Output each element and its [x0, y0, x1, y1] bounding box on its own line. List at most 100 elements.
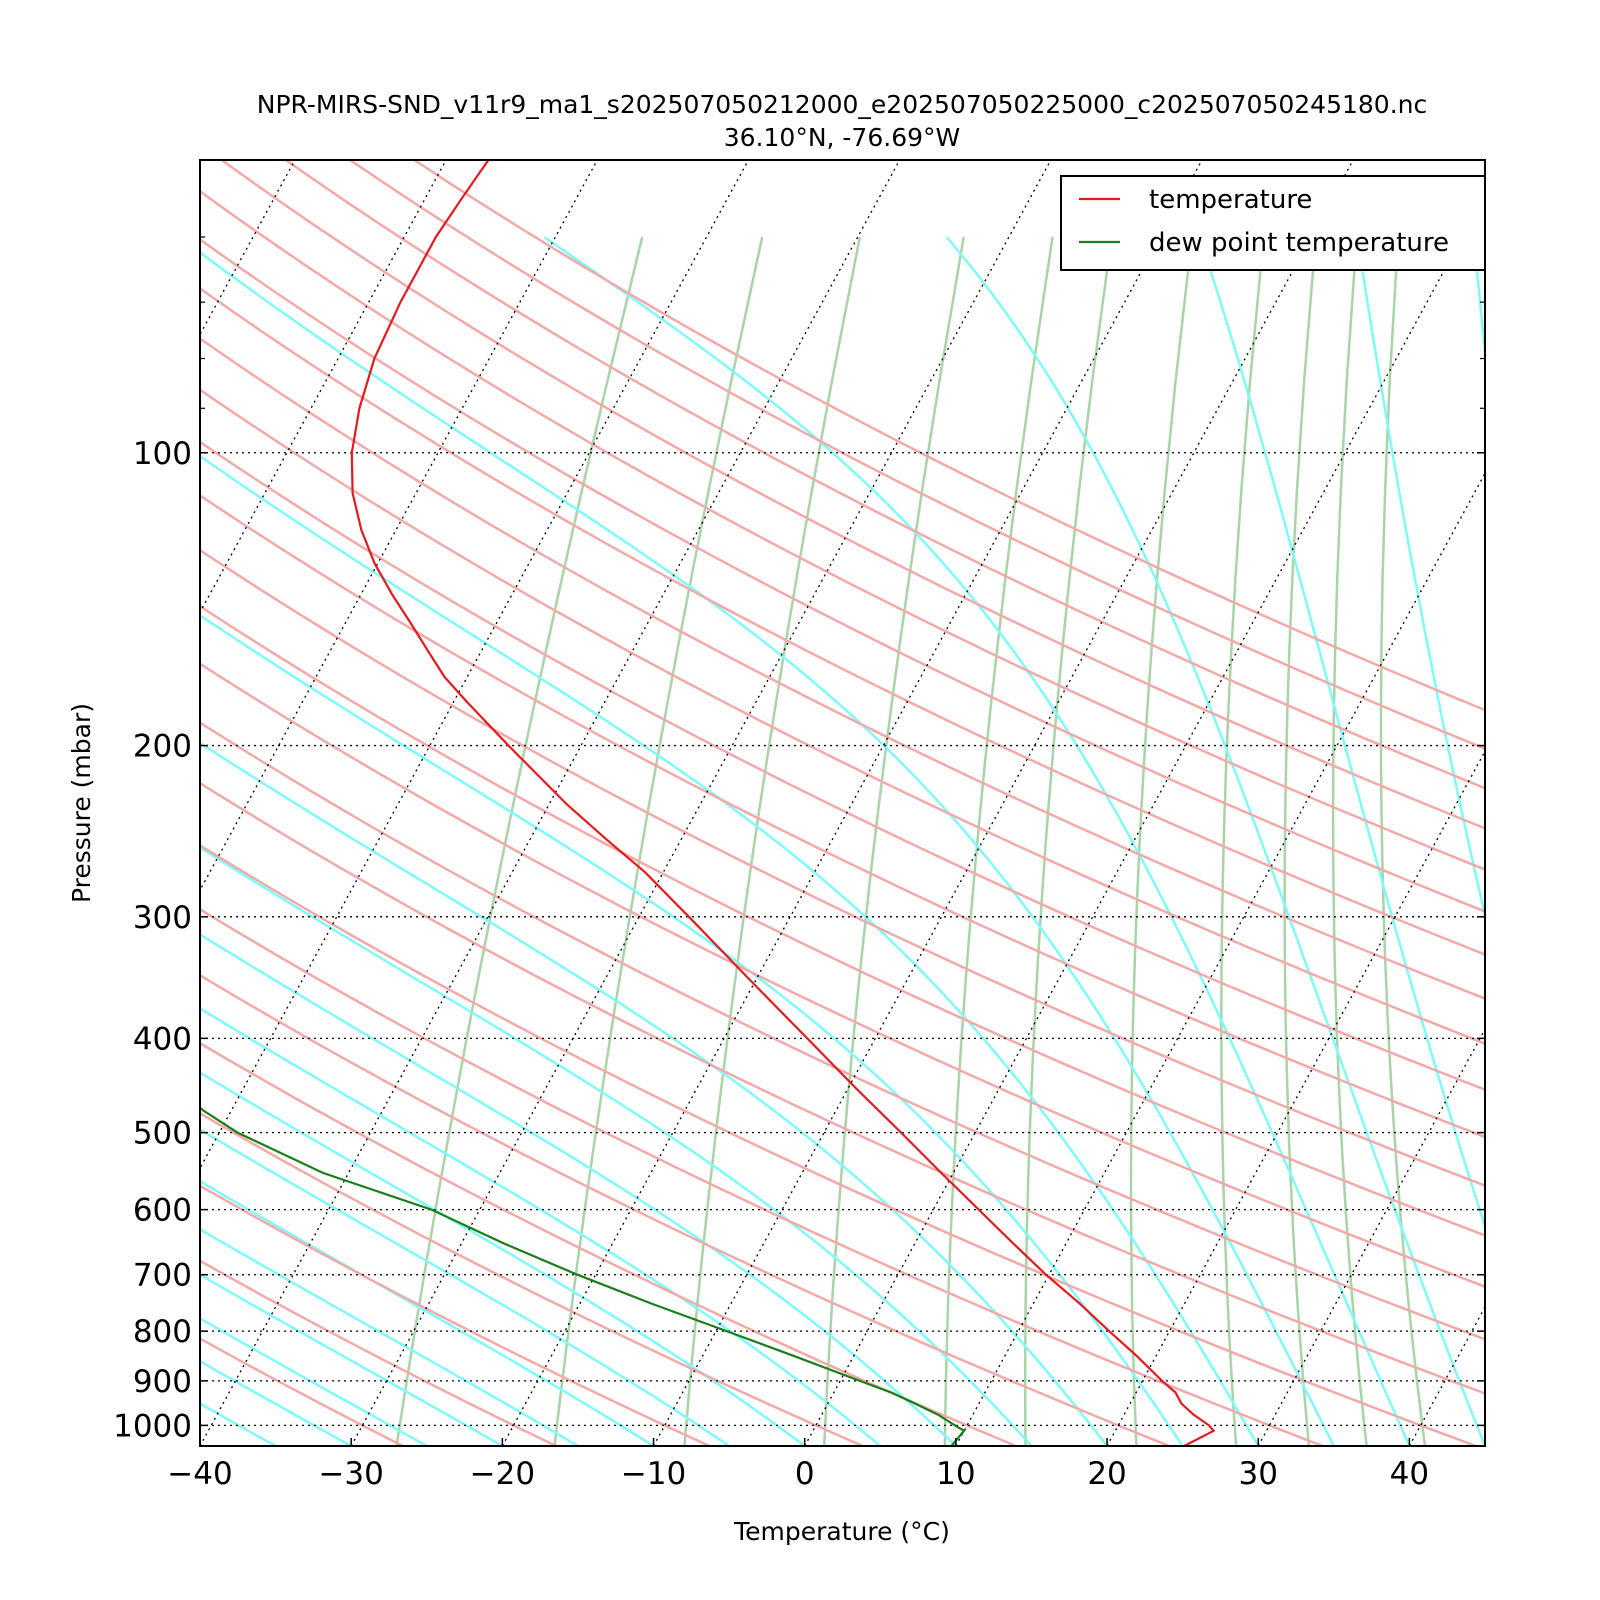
moist-adiabat-18: [1198, 236, 1485, 1231]
x-tick-label-20: 20: [1087, 1456, 1126, 1492]
mixing-ratio-line-9: [1331, 236, 1368, 1446]
moist-adiabat-8: [200, 1071, 806, 1446]
moist-adiabat-20: [1472, 236, 1485, 363]
y-tick-label-900: 900: [133, 1364, 192, 1400]
y-tick-label-600: 600: [133, 1193, 192, 1229]
mixing-ratio-line-1: [553, 236, 764, 1446]
dry-adiabat-160: [200, 189, 1485, 871]
moist-adiabat-5: [200, 1227, 579, 1446]
isotherm-gridline--70: [200, 160, 447, 614]
legend-temperature-label: temperature: [1149, 185, 1312, 215]
mixing-ratio-line-3: [822, 236, 965, 1446]
dry-adiabat-70: [200, 662, 1485, 1288]
moist-adiabat-9: [200, 1006, 882, 1446]
y-tick-label-300: 300: [133, 900, 192, 936]
moist-adiabat-15: [200, 250, 1335, 1446]
x-tick-label--30: −30: [318, 1456, 383, 1492]
mixing-ratio-line-5: [1023, 236, 1113, 1446]
y-tick-label-200: 200: [133, 729, 192, 765]
moist-adiabat-1: [200, 1402, 277, 1446]
chart-title: NPR-MIRS-SND_v11r9_ma1_s202507050212000_…: [257, 90, 1428, 119]
dry-adiabats: [200, 160, 1485, 1446]
dry-adiabat-190: [349, 160, 1485, 751]
moist-adiabat-3: [200, 1317, 428, 1446]
moist-adiabat-7: [200, 1128, 730, 1446]
dry-adiabat-140: [200, 286, 1485, 956]
reference-lines: [200, 160, 1600, 1446]
x-axis: −40 −30 −20 −10 0 10 20 30 40: [167, 1438, 1429, 1492]
isotherm-gridline-30: [1257, 1027, 1485, 1446]
legend-dewpoint-label: dew point temperature: [1149, 228, 1449, 258]
moist-adiabat-4: [200, 1273, 504, 1446]
isotherm-gridline--30: [350, 160, 1052, 1446]
x-tick-label-30: 30: [1239, 1456, 1278, 1492]
y-tick-label-1000: 1000: [113, 1408, 192, 1444]
dry-adiabat-20: [200, 973, 1170, 1446]
x-tick-label-0: 0: [795, 1456, 815, 1492]
isotherm-gridline-50: [1561, 160, 1600, 1446]
dry-adiabat-170: [220, 160, 1485, 830]
isotherm-gridlines: [200, 160, 1600, 1446]
dry-adiabat--10: [200, 1184, 710, 1446]
x-tick-label-10: 10: [936, 1456, 975, 1492]
plot-frame: [199, 159, 1486, 1447]
dry-adiabat-80: [200, 604, 1485, 1237]
y-axis: 100 200 300 400 500 600 700 800 900 1000: [113, 236, 1485, 1444]
moist-adiabat-21: [1571, 237, 1600, 1446]
legend-box: [1060, 175, 1486, 271]
mixing-ratio-line-2: [683, 236, 862, 1446]
isotherm-gridline--50: [200, 160, 750, 1170]
y-tick-label-400: 400: [133, 1021, 192, 1057]
y-tick-label-500: 500: [133, 1116, 192, 1152]
x-tick-label--20: −20: [470, 1456, 535, 1492]
moist-adiabat-19: [1355, 236, 1485, 921]
dry-adiabat-90: [200, 548, 1485, 1187]
dewpoint-profile-line: [200, 1106, 966, 1446]
legend: temperature dew point temperature: [1060, 175, 1486, 271]
isotherm-gridline-20: [1106, 749, 1485, 1446]
dry-adiabat-30: [200, 907, 1324, 1446]
dry-adiabat-130: [200, 337, 1485, 1000]
isotherm-gridline--10: [652, 160, 1354, 1446]
moist-adiabat-11: [200, 846, 1033, 1446]
isotherm-gridline--80: [200, 160, 296, 336]
dry-adiabat-180: [285, 160, 1485, 790]
dry-adiabat-100: [200, 493, 1485, 1139]
temperature-profile-line: [350, 160, 1216, 1446]
isobar-gridlines: [200, 452, 1485, 1427]
moist-adiabat-2: [200, 1359, 352, 1446]
moist-adiabat-17: [945, 236, 1485, 1446]
isotherm-gridline--60: [200, 160, 598, 892]
dry-adiabat-120: [200, 388, 1485, 1045]
isotherm-gridline-10: [955, 472, 1485, 1446]
moist-adiabat-13: [200, 613, 1184, 1446]
chart-subtitle: 36.10°N, -76.69°W: [724, 123, 960, 152]
mixing-ratio-line-7: [1220, 236, 1265, 1446]
dry-adiabat-200: [413, 160, 1485, 712]
y-tick-label-700: 700: [133, 1258, 192, 1294]
dry-adiabat-10: [200, 1041, 1017, 1446]
moist-adiabat-10: [200, 932, 957, 1446]
y-tick-label-100: 100: [133, 436, 192, 472]
x-tick-label--40: −40: [167, 1456, 232, 1492]
mixing-ratio-line-6: [1129, 236, 1194, 1446]
dry-adiabat-60: [200, 721, 1485, 1341]
isotherm-gridline--20: [501, 160, 1203, 1446]
moist-adiabat-12: [200, 741, 1109, 1446]
x-tick-label-40: 40: [1390, 1456, 1429, 1492]
y-tick-label-800: 800: [133, 1314, 192, 1350]
moist-adiabat-6: [200, 1179, 655, 1446]
isotherm-gridline--40: [200, 160, 901, 1446]
isotherm-gridline-40: [1408, 1305, 1485, 1446]
dry-adiabat-0: [200, 1111, 864, 1446]
dry-adiabat-50: [200, 781, 1485, 1395]
dry-adiabat-40: [200, 843, 1477, 1446]
x-axis-label: Temperature (°C): [733, 1517, 950, 1546]
dry-adiabat-150: [200, 237, 1485, 913]
y-axis-label: Pressure (mbar): [67, 703, 96, 903]
sounding-profiles: [200, 160, 1216, 1446]
moist-adiabats: [200, 235, 1600, 1446]
mixing-ratio-line-10: [1379, 236, 1427, 1446]
isotherm-gridline-0: [804, 194, 1485, 1446]
